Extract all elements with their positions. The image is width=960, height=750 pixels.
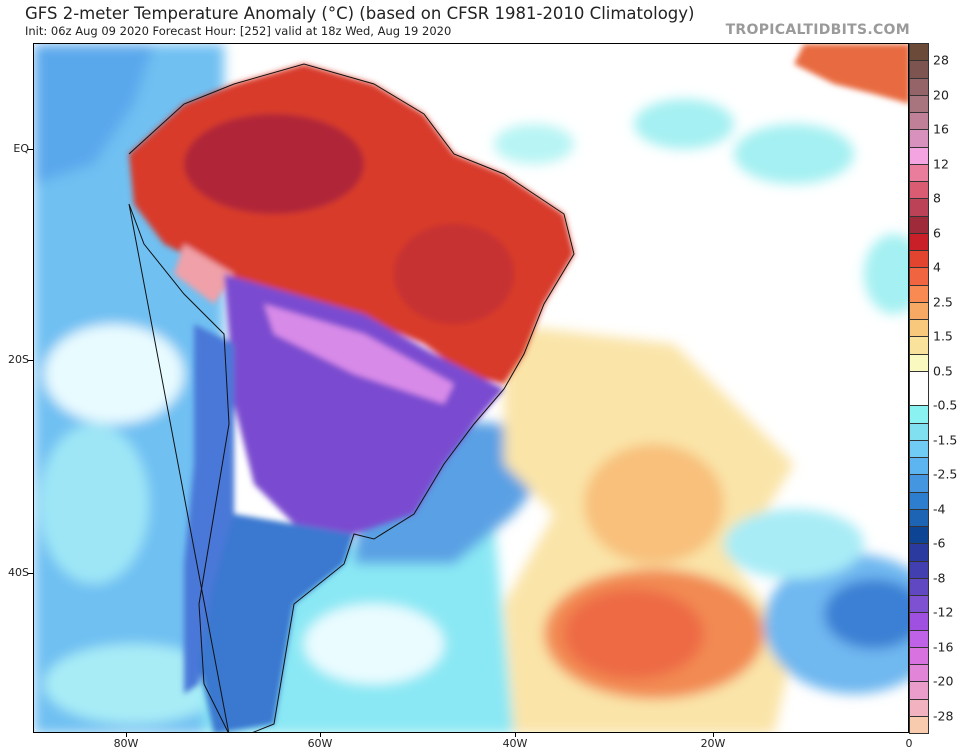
colorbar-segment — [909, 60, 929, 79]
colorbar-segment — [909, 181, 929, 200]
colorbar-label: 28 — [933, 52, 949, 68]
colorbar-label: -0.5 — [933, 397, 958, 413]
colorbar-segment — [909, 439, 929, 458]
colorbar-label: -2.5 — [933, 466, 958, 482]
colorbar-segment — [909, 715, 929, 734]
colorbar-label: -28 — [933, 708, 954, 724]
map-canvas — [34, 44, 908, 732]
africa-warm-anomaly — [794, 44, 908, 104]
colorbar-segment — [909, 94, 929, 113]
colorbar-segment — [909, 43, 929, 62]
colorbar-segment — [909, 698, 929, 717]
colorbar-label: 8 — [933, 190, 941, 206]
temperature-anomaly-map — [33, 43, 909, 733]
lat-tick — [28, 573, 33, 574]
colorbar-segment — [909, 457, 929, 476]
colorbar-segment — [909, 405, 929, 424]
colorbar-segment — [909, 388, 929, 407]
lon-label-0: 0 — [905, 737, 913, 750]
map-title: GFS 2-meter Temperature Anomaly (°C) (ba… — [25, 4, 695, 23]
colorbar-label: 6 — [933, 225, 941, 241]
coastline — [128, 63, 575, 732]
colorbar-label: 20 — [933, 87, 949, 103]
colorbar-segment — [909, 526, 929, 545]
colorbar-label: 1.5 — [933, 328, 953, 344]
colorbar-label: 0.5 — [933, 363, 953, 379]
colorbar-border — [909, 733, 929, 734]
lat-tick — [28, 149, 33, 150]
colorbar-segment — [909, 508, 929, 527]
colorbar-segment — [909, 646, 929, 665]
lon-tick — [320, 733, 321, 737]
colorbar-segment — [909, 129, 929, 148]
colorbar-segment — [909, 353, 929, 372]
colorbar-label: 12 — [933, 156, 949, 172]
lat-label-40s: 40S — [8, 566, 29, 579]
lon-tick — [126, 733, 127, 737]
colorbar-segment — [909, 560, 929, 579]
colorbar-segment — [909, 681, 929, 700]
colorbar-segment — [909, 543, 929, 562]
colorbar-segment — [909, 577, 929, 596]
colorbar-label: -4 — [933, 501, 946, 517]
watermark: TROPICALTIDBITS.COM — [725, 22, 910, 38]
colorbar-label: -6 — [933, 535, 946, 551]
colorbar-segment — [909, 232, 929, 251]
colorbar-segment — [909, 612, 929, 631]
map-subtitle: Init: 06z Aug 09 2020 Forecast Hour: [25… — [25, 24, 452, 38]
colorbar-label: -12 — [933, 604, 954, 620]
colorbar-segment — [909, 77, 929, 96]
colorbar-segment — [909, 250, 929, 269]
colorbar-segment — [909, 319, 929, 338]
colorbar-label: -16 — [933, 639, 954, 655]
lon-tick — [515, 733, 516, 737]
colorbar-segment — [909, 370, 929, 389]
colorbar-segment — [909, 284, 929, 303]
colorbar-segment — [909, 215, 929, 234]
colorbar-segment — [909, 474, 929, 493]
colorbar: 28 20 16 12 8 6 4 2.5 1.5 0.5 -0.5 -1.5 -2.5 -4 -6 -8 -1… — [909, 43, 957, 734]
colorbar-segment — [909, 629, 929, 648]
lon-label-40w: 40W — [502, 737, 528, 750]
colorbar-label: 4 — [933, 259, 941, 275]
colorbar-segment — [909, 664, 929, 683]
colorbar-segment — [909, 146, 929, 165]
lon-label-60w: 60W — [307, 737, 333, 750]
colorbar-segment — [909, 422, 929, 441]
lon-label-20w: 20W — [700, 737, 726, 750]
colorbar-label: 16 — [933, 121, 949, 137]
colorbar-segment — [909, 595, 929, 614]
colorbar-segment — [909, 163, 929, 182]
colorbar-label: -20 — [933, 673, 954, 689]
lon-tick — [713, 733, 714, 737]
colorbar-segment — [909, 267, 929, 286]
lat-label-eq: EQ — [13, 142, 29, 155]
colorbar-segment — [909, 336, 929, 355]
colorbar-segment — [909, 198, 929, 217]
colorbar-segment — [909, 301, 929, 320]
colorbar-segment — [909, 112, 929, 131]
colorbar-label: -8 — [933, 570, 946, 586]
colorbar-label: -1.5 — [933, 432, 958, 448]
colorbar-segment — [909, 491, 929, 510]
lon-label-80w: 80W — [113, 737, 139, 750]
lat-label-20s: 20S — [8, 353, 29, 366]
colorbar-label: 2.5 — [933, 294, 953, 310]
lat-tick — [28, 360, 33, 361]
